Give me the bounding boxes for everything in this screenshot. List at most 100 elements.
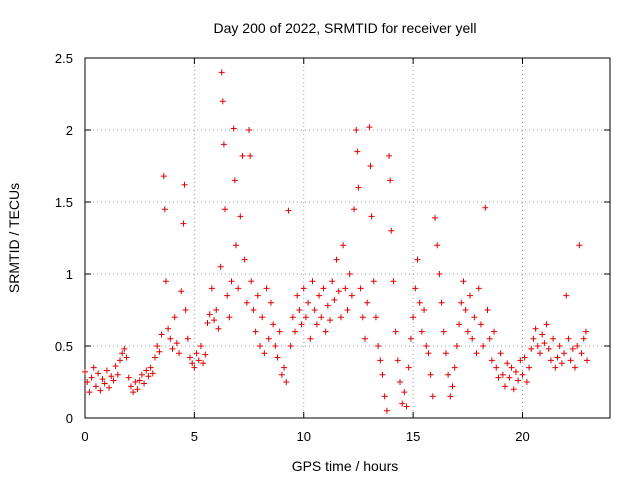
data-point <box>302 314 309 321</box>
data-point <box>95 370 102 377</box>
data-point <box>169 345 176 352</box>
data-point <box>440 328 447 335</box>
data-point <box>471 314 478 321</box>
data-point <box>224 292 231 299</box>
data-point <box>180 220 187 227</box>
data-point <box>318 314 325 321</box>
data-point <box>211 317 218 324</box>
data-point <box>263 285 270 292</box>
data-point <box>320 285 327 292</box>
data-point <box>162 278 169 285</box>
data-point <box>359 314 366 321</box>
data-point <box>416 299 423 306</box>
data-point <box>90 364 97 371</box>
data-point <box>348 292 355 299</box>
data-point <box>504 360 511 367</box>
y-tick-label: 2.5 <box>55 51 73 66</box>
data-point <box>285 207 292 214</box>
data-point <box>84 379 91 385</box>
data-point <box>86 389 93 396</box>
data-point <box>582 328 589 335</box>
data-point <box>248 278 255 285</box>
data-point <box>491 328 498 335</box>
data-point <box>276 328 283 335</box>
data-point <box>429 393 436 400</box>
data-point <box>550 335 557 342</box>
data-point <box>195 357 202 364</box>
data-point <box>296 307 303 313</box>
data-point <box>387 177 394 184</box>
data-point <box>193 350 200 357</box>
data-point <box>340 242 347 249</box>
data-point <box>165 325 172 332</box>
data-point <box>292 328 298 335</box>
data-point <box>121 345 128 352</box>
data-point <box>127 383 134 390</box>
data-point <box>499 371 506 378</box>
data-point <box>558 360 565 367</box>
chart-title: Day 200 of 2022, SRMTID for receiver yel… <box>214 20 477 36</box>
data-point <box>506 374 513 381</box>
data-point <box>362 335 368 342</box>
data-point <box>145 373 152 380</box>
data-point <box>567 357 574 364</box>
data-point <box>217 263 224 270</box>
data-point <box>108 373 115 380</box>
data-point <box>539 331 546 338</box>
data-point <box>246 127 253 133</box>
data-point <box>364 299 371 306</box>
data-point <box>576 242 583 249</box>
data-point <box>537 350 543 357</box>
data-point <box>563 292 570 299</box>
data-point <box>482 204 489 211</box>
data-point <box>569 345 576 352</box>
data-point <box>486 335 493 342</box>
data-point <box>574 343 581 349</box>
data-point <box>475 285 482 292</box>
data-point <box>397 379 403 385</box>
data-point <box>173 340 180 347</box>
data-point <box>354 148 361 155</box>
data-point <box>250 307 257 313</box>
data-point <box>532 325 539 332</box>
data-point <box>311 307 318 313</box>
data-point <box>355 184 362 191</box>
data-point <box>493 364 500 371</box>
data-point <box>497 350 504 357</box>
data-point <box>526 364 533 371</box>
data-point <box>502 383 508 390</box>
data-point <box>547 357 554 364</box>
data-point <box>215 325 222 332</box>
data-point <box>202 351 209 358</box>
data-point <box>366 124 373 131</box>
data-point <box>386 152 393 159</box>
data-point <box>259 314 266 321</box>
data-point <box>149 370 156 377</box>
data-point <box>512 368 519 375</box>
data-point <box>342 285 349 292</box>
data-point <box>519 371 526 378</box>
data-point <box>434 242 441 249</box>
data-point <box>458 299 465 306</box>
data-point <box>307 335 314 342</box>
data-point <box>580 335 587 342</box>
data-point <box>184 335 191 342</box>
data-point <box>407 335 414 342</box>
data-point <box>134 386 141 393</box>
data-point <box>278 371 285 378</box>
data-point <box>545 345 552 352</box>
data-point <box>464 328 471 335</box>
data-point <box>456 321 463 328</box>
data-point <box>556 343 563 349</box>
data-point <box>445 371 452 378</box>
data-point <box>322 328 329 335</box>
data-point <box>181 181 188 188</box>
data-point <box>367 163 374 169</box>
data-point <box>541 340 548 347</box>
data-points <box>82 69 591 414</box>
data-point <box>313 321 320 328</box>
data-point <box>208 285 215 292</box>
data-point <box>112 363 119 370</box>
data-point <box>101 380 108 387</box>
